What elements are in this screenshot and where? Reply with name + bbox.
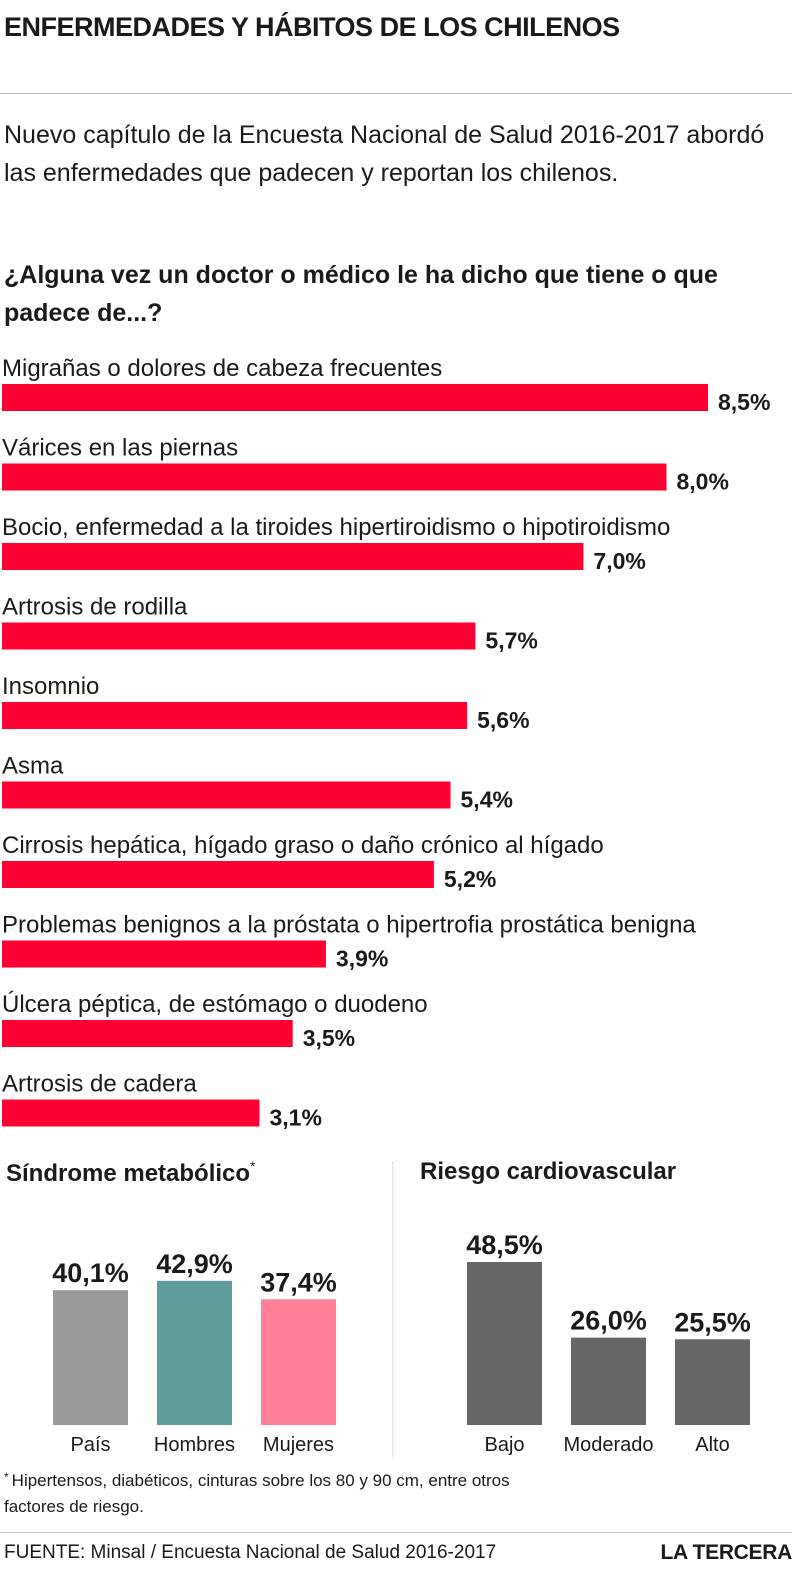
value-label: 5,7% (485, 628, 537, 654)
header-divider (0, 93, 792, 94)
category-label: Artrosis de cadera (2, 1071, 197, 1098)
metabolic-category-label: Hombres (154, 1434, 235, 1456)
footnote: * Hipertensos, diabéticos, cinturas sobre… (4, 1464, 564, 1520)
cardio-value-label: 48,5% (466, 1230, 543, 1260)
cardio-bar (467, 1262, 542, 1425)
category-label: Várices en las piernas (2, 435, 238, 462)
value-label: 3,9% (336, 946, 388, 972)
metabolic-value-label: 37,4% (260, 1267, 337, 1297)
value-label: 8,5% (718, 389, 770, 415)
category-label: Bocio, enfermedad a la tiroides hipertir… (2, 514, 670, 541)
category-label: Insomnio (2, 673, 99, 700)
footer-divider (0, 1532, 792, 1533)
footnote-text: Hipertensos, diabéticos, cinturas sobre … (4, 1471, 510, 1516)
footnote-star: * (4, 1470, 9, 1484)
bar (2, 1099, 260, 1127)
column-charts: 40,1% País 42,9% Hombres 37,4% Mujeres 48,5% Ba… (52, 1230, 751, 1456)
bar (2, 702, 468, 729)
intro-text: Nuevo capítulo de la Encuesta Nacional d… (4, 121, 765, 187)
metabolic-bar (53, 1290, 128, 1425)
cardio-bar (675, 1339, 750, 1425)
bar (2, 1020, 293, 1047)
metabolic-category-label: País (70, 1434, 110, 1456)
bar (2, 384, 708, 411)
footnote-mark: * (250, 1158, 256, 1174)
metabolic-bar (261, 1299, 336, 1425)
value-label: 5,2% (444, 866, 496, 892)
bar (2, 463, 667, 491)
metabolic-value-label: 40,1% (52, 1258, 129, 1288)
category-label: Asma (2, 753, 64, 780)
bar (2, 861, 434, 888)
bar (2, 543, 584, 570)
cardio-category-label: Alto (695, 1434, 729, 1456)
bar (2, 940, 326, 968)
value-label: 5,4% (461, 787, 513, 813)
category-label: Migrañas o dolores de cabeza frecuentes (2, 355, 442, 382)
category-label: Problemas benignos a la próstata o hiper… (2, 912, 696, 939)
source-text: FUENTE: Minsal / Encuesta Nacional de Sa… (4, 1542, 497, 1563)
metabolic-syndrome-title: Síndrome metabólico* (6, 1158, 256, 1187)
value-label: 7,0% (593, 548, 645, 574)
survey-question: ¿Alguna vez un doctor o médico le ha dic… (4, 261, 718, 327)
bar (2, 622, 476, 650)
category-label: Artrosis de rodilla (2, 594, 188, 621)
cardio-bar (571, 1337, 646, 1425)
category-label: Cirrosis hepática, hígado graso o daño c… (2, 832, 604, 859)
section-divider (392, 1162, 393, 1458)
metabolic-category-label: Mujeres (263, 1434, 334, 1456)
value-label: 8,0% (676, 469, 728, 495)
value-label: 5,6% (477, 707, 529, 733)
page-title: ENFERMEDADES Y HÁBITOS DE LOS CHILENOS (4, 12, 620, 42)
cardio-category-label: Bajo (484, 1434, 524, 1456)
brand-logo: LA TERCERA (660, 1541, 792, 1564)
value-label: 3,5% (303, 1025, 355, 1051)
bar (2, 781, 451, 809)
cardiovascular-risk-title: Riesgo cardiovascular (420, 1158, 677, 1185)
metabolic-bar (157, 1280, 232, 1425)
metabolic-value-label: 42,9% (156, 1249, 233, 1279)
category-label: Úlcera péptica, de estómago o duodeno (2, 991, 428, 1018)
cardio-value-label: 26,0% (570, 1306, 647, 1336)
diseases-bar-chart: Migrañas o dolores de cabeza frecuentes 8… (2, 355, 770, 1131)
cardio-category-label: Moderado (563, 1434, 653, 1456)
value-label: 3,1% (269, 1105, 321, 1131)
cardio-value-label: 25,5% (674, 1307, 751, 1337)
